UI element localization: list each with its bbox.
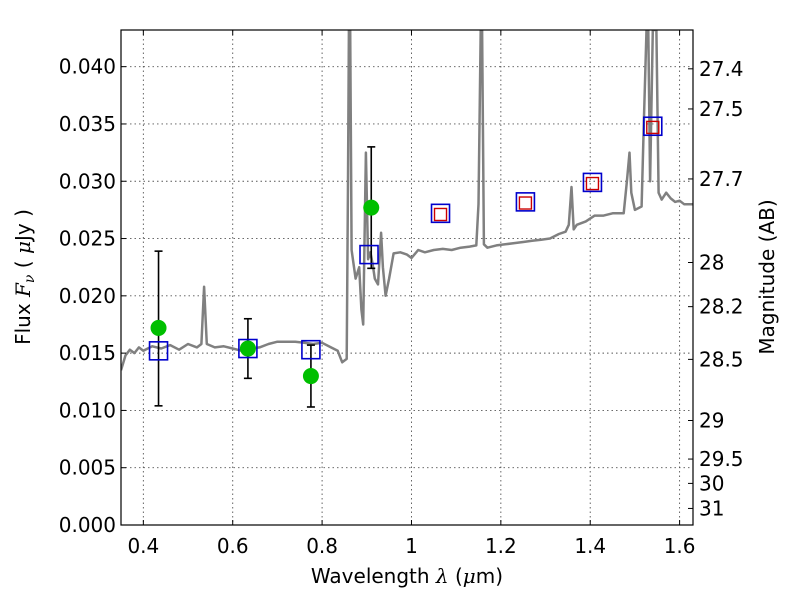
model-photometry-point-4: [430, 203, 451, 224]
model-photometry-point-3: [359, 244, 379, 265]
y-tick-label-3: 0.015: [59, 341, 116, 365]
x-axis-label-lambda: λ: [435, 564, 449, 588]
x-tick-label-3: 1: [405, 534, 418, 558]
x-tick-label-2: 0.8: [306, 534, 338, 558]
model-photometry-point-6: [582, 172, 603, 193]
plot-background: [121, 30, 693, 525]
predicted-point-3: [646, 120, 660, 135]
x-axis-label-unit-close: m): [476, 564, 503, 588]
y2-tick-label-4: 28.2: [699, 295, 744, 319]
model-photometry-point-2: [301, 339, 321, 360]
observed-point-0: [150, 319, 167, 336]
observed-point-1: [239, 340, 256, 357]
observed-point-2: [302, 368, 319, 385]
y-axis-label: Flux Fν ( μJy ): [11, 209, 38, 345]
x-tick-label-6: 1.6: [664, 534, 696, 558]
grid-lines: [121, 30, 693, 526]
x-axis-label: Wavelength λ (μm): [311, 564, 503, 588]
y-tick-label-1: 0.005: [59, 456, 116, 480]
model-spectrum-line: [121, 30, 693, 371]
y-axis-label-text: Flux: [11, 297, 35, 345]
x-tick-label-4: 1.2: [485, 534, 517, 558]
x-tick-label-5: 1.4: [574, 534, 606, 558]
y2-tick-label-9: 31: [699, 496, 724, 520]
model-photometry-point-5: [515, 192, 536, 212]
y-tick-label-4: 0.020: [59, 284, 116, 308]
y-axis-label-f: F: [11, 282, 35, 298]
observed-point-3: [363, 199, 380, 216]
y-axis-label-open: (: [11, 254, 35, 275]
axis-ticks: 0.4 0.6 0.8 1 1.2 1.4 1.6 0.000 0.005 0.010 0.015 0…: [59, 30, 744, 558]
y-axis-label-nu: ν: [22, 274, 38, 283]
predicted-point-0: [433, 207, 448, 222]
y2-tick-label-0: 27.4: [699, 57, 744, 81]
model-photometry-point-1: [238, 338, 258, 359]
plot-markers: [148, 116, 663, 408]
y-tick-label-6: 0.030: [59, 169, 116, 193]
x-axis-label-mu: μ: [463, 564, 476, 588]
y-tick-label-7: 0.035: [59, 112, 116, 136]
plot-data: [121, 30, 693, 371]
y2-tick-label-7: 29.5: [699, 447, 744, 471]
predicted-point-2: [585, 176, 600, 191]
x-tick-label-0: 0.4: [127, 534, 159, 558]
y-tick-label-0: 0.000: [59, 513, 116, 537]
y2-tick-label-6: 29: [699, 408, 724, 432]
y-axis-label-mu: μ: [11, 241, 35, 254]
y-tick-label-5: 0.025: [59, 227, 116, 251]
y2-tick-label-3: 28: [699, 250, 724, 274]
y2-tick-label-1: 27.5: [699, 97, 744, 121]
model-photometry-point-0: [148, 341, 169, 361]
y2-axis-label: Magnitude (AB): [755, 199, 779, 354]
y-tick-label-8: 0.040: [59, 55, 116, 79]
model-photometry-point-7: [642, 116, 663, 137]
x-axis-label-text: Wavelength: [311, 564, 436, 588]
x-tick-label-1: 0.6: [217, 534, 249, 558]
y-tick-label-2: 0.010: [59, 398, 116, 422]
y-axis-label-close: Jy ): [11, 209, 35, 243]
y2-tick-label-2: 27.7: [699, 167, 744, 191]
y2-tick-label-8: 30: [699, 471, 724, 495]
y2-tick-label-5: 28.5: [699, 347, 744, 371]
predicted-point-1: [518, 196, 533, 210]
plot-frame: [120, 29, 694, 526]
x-axis-label-unit-open: (: [449, 564, 463, 588]
